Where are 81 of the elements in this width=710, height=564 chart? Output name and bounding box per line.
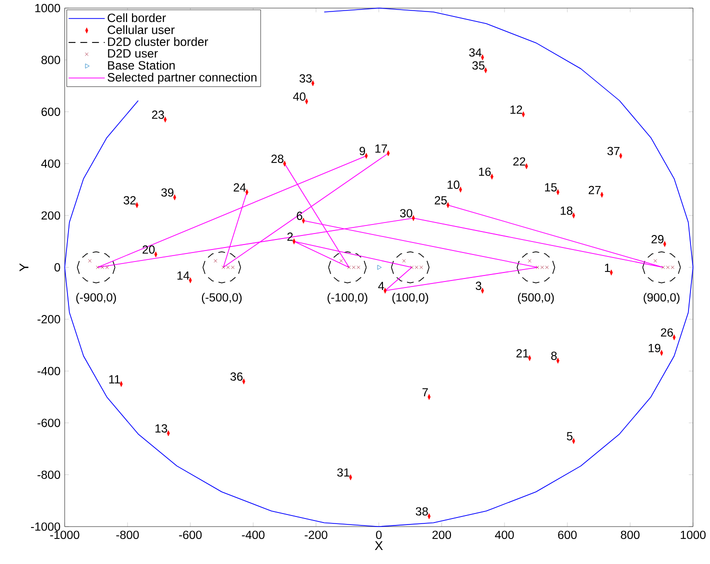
annotation: (-900,0) bbox=[76, 292, 116, 304]
annotation: 10 bbox=[448, 180, 460, 189]
point bbox=[214, 259, 218, 263]
y-tick-label: 1000 bbox=[35, 4, 60, 12]
annotation: 38 bbox=[416, 507, 428, 516]
annotation: 12 bbox=[510, 106, 522, 114]
annotation: (100,0) bbox=[392, 292, 428, 304]
annotation: 26 bbox=[660, 328, 673, 337]
point bbox=[402, 259, 406, 263]
annotation: 33 bbox=[300, 74, 312, 83]
annotation: 13 bbox=[156, 424, 168, 433]
annotation: 27 bbox=[588, 186, 601, 194]
annotation: 22 bbox=[513, 157, 526, 166]
annotation: 11 bbox=[109, 375, 120, 384]
annotation: 30 bbox=[400, 209, 412, 218]
y-axis-title: Y bbox=[20, 263, 28, 272]
y-tick-label: -200 bbox=[38, 315, 60, 324]
annotation: 8 bbox=[551, 352, 557, 360]
legend-label: Selected partner connection bbox=[108, 72, 256, 84]
annotation: 20 bbox=[142, 245, 155, 254]
annotation: 24 bbox=[234, 183, 246, 192]
legend-label: D2D user bbox=[108, 49, 158, 58]
x-tick-label: -600 bbox=[179, 530, 202, 540]
x-axis-title: X bbox=[374, 541, 383, 550]
annotation: (900,0) bbox=[644, 292, 680, 304]
annotation: (-100,0) bbox=[328, 292, 368, 304]
x-tick-label: -200 bbox=[304, 530, 328, 540]
legend-label: Cellular user bbox=[108, 25, 175, 34]
annotation: 7 bbox=[422, 388, 428, 396]
annotation: 14 bbox=[177, 272, 190, 280]
annotation: 35 bbox=[472, 61, 484, 70]
annotation: 18 bbox=[560, 206, 572, 215]
annotation: 16 bbox=[479, 168, 491, 176]
annotation: 17 bbox=[375, 144, 387, 153]
y-tick-label: 400 bbox=[41, 160, 60, 168]
x-tick-label: 400 bbox=[494, 530, 514, 540]
y-tick-label: 600 bbox=[42, 108, 60, 116]
x-tick-label: -800 bbox=[116, 530, 139, 540]
x-tick-label: 800 bbox=[620, 530, 640, 540]
y-tick-label: 800 bbox=[41, 56, 60, 64]
annotation: 1 bbox=[604, 264, 610, 272]
annotation: 23 bbox=[152, 110, 164, 119]
annotation: 37 bbox=[607, 146, 620, 156]
annotation: 19 bbox=[648, 344, 660, 352]
annotation: 31 bbox=[337, 468, 350, 477]
point bbox=[377, 265, 382, 270]
x-tick-label: 600 bbox=[558, 530, 577, 540]
x-tick-label: -400 bbox=[242, 530, 264, 540]
annotation: 15 bbox=[545, 183, 557, 192]
annotation: 34 bbox=[469, 48, 482, 57]
y-tick-label: -600 bbox=[38, 418, 60, 428]
annotation: 36 bbox=[230, 372, 243, 381]
point bbox=[88, 259, 92, 263]
annotation: 40 bbox=[293, 92, 306, 101]
annotation: 5 bbox=[566, 432, 572, 440]
annotation: 4 bbox=[378, 282, 384, 290]
y-tick-label: -800 bbox=[38, 470, 60, 479]
annotation: 29 bbox=[652, 235, 664, 244]
legend-label: D2D cluster border bbox=[108, 37, 208, 46]
annotation: 25 bbox=[434, 196, 447, 205]
legend-label: Cell border bbox=[108, 13, 166, 22]
annotation: 39 bbox=[161, 188, 174, 197]
x-tick-label: 0 bbox=[376, 530, 382, 540]
legend-label: Base Station bbox=[108, 60, 175, 70]
point bbox=[528, 259, 532, 263]
y-tick-label: -1000 bbox=[31, 522, 60, 531]
y-tick-label: 0 bbox=[54, 263, 60, 272]
annotation: 3 bbox=[476, 282, 482, 290]
annotation: 9 bbox=[360, 146, 366, 156]
x-tick-label: 1000 bbox=[680, 530, 706, 540]
point bbox=[654, 259, 658, 263]
y-tick-label: 200 bbox=[42, 211, 60, 220]
annotation: 21 bbox=[516, 349, 528, 358]
annotation: (500,0) bbox=[518, 292, 554, 304]
x-tick-label: 200 bbox=[432, 530, 452, 540]
annotation: (-500,0) bbox=[202, 292, 242, 304]
y-tick-label: -400 bbox=[38, 366, 60, 376]
annotation: 32 bbox=[124, 196, 136, 205]
x-tick-label: -1000 bbox=[50, 530, 80, 540]
annotation: 28 bbox=[271, 154, 284, 164]
point bbox=[339, 259, 343, 263]
